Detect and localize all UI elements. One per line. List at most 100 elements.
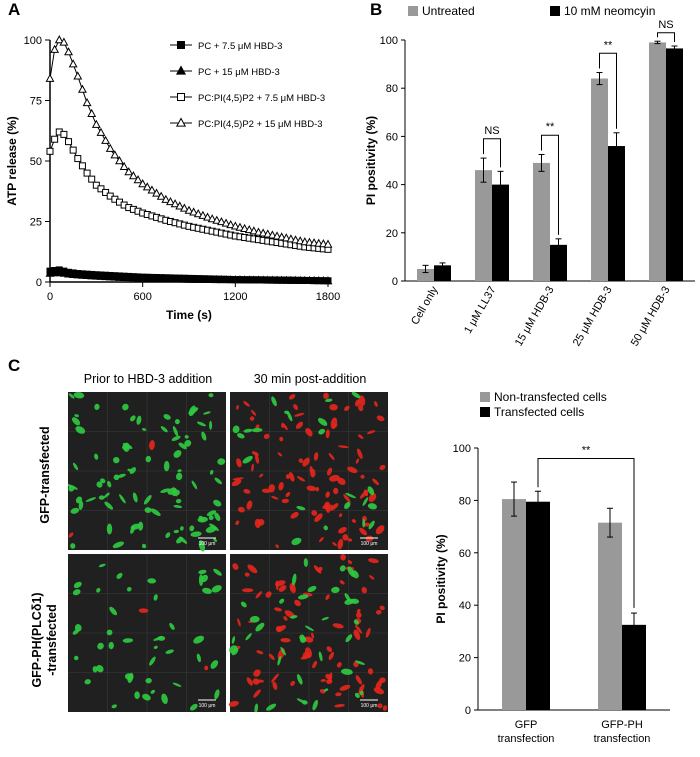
cell (292, 573, 297, 586)
cell (337, 538, 344, 550)
cell (368, 520, 375, 530)
data-point (216, 217, 226, 226)
bar (475, 170, 492, 281)
cell (339, 684, 351, 691)
cell (71, 417, 81, 426)
data-point (281, 233, 291, 242)
cell (249, 615, 260, 623)
cell (211, 585, 222, 593)
cell (240, 601, 247, 608)
cell (241, 588, 254, 593)
cell (103, 492, 110, 498)
cell (339, 580, 345, 585)
cell (117, 473, 126, 478)
cell (315, 486, 320, 492)
cell (172, 426, 179, 437)
cell (261, 488, 271, 493)
significance-label: ** (546, 121, 555, 133)
cell (355, 458, 360, 464)
panel-letter-b: B (370, 0, 383, 19)
cell (382, 705, 388, 711)
cell (68, 532, 74, 538)
data-point (323, 276, 333, 285)
data-point (128, 171, 138, 180)
cell (379, 605, 385, 611)
cell (108, 641, 114, 650)
cell (98, 563, 106, 568)
cell (362, 518, 366, 528)
data-point (74, 155, 82, 163)
significance-bracket (657, 32, 675, 43)
cell (344, 598, 355, 605)
cell (358, 684, 365, 695)
cell (173, 450, 182, 458)
cell (78, 500, 84, 510)
cell (243, 428, 253, 433)
cell (355, 624, 363, 634)
cell (334, 423, 338, 428)
cell (360, 474, 365, 479)
data-point (119, 161, 129, 171)
cell (172, 682, 182, 687)
cell (280, 638, 291, 643)
legend-marker (175, 117, 187, 127)
cell (345, 634, 353, 643)
data-point (69, 146, 77, 154)
data-point (152, 188, 162, 197)
cell (326, 646, 333, 653)
y-tick-label: 80 (386, 83, 398, 95)
data-point (88, 175, 96, 183)
series-line (49, 131, 329, 250)
cell (372, 478, 380, 486)
cell (153, 594, 158, 601)
cell (275, 544, 279, 549)
cell (153, 645, 158, 649)
cell (96, 664, 104, 673)
cell (303, 558, 308, 567)
cell (184, 435, 189, 439)
cell (296, 674, 303, 685)
cell (335, 692, 342, 697)
cell (94, 403, 100, 410)
significance-label: NS (658, 19, 673, 31)
cell (263, 433, 270, 440)
cell (375, 680, 382, 690)
cell (210, 660, 219, 669)
cell (72, 589, 81, 596)
data-point (272, 231, 282, 240)
data-point (45, 73, 55, 82)
cell (278, 585, 287, 592)
cell (257, 519, 265, 526)
cell (145, 455, 152, 463)
data-point (184, 205, 194, 214)
cell (354, 692, 360, 699)
data-point (133, 175, 143, 184)
cell (173, 504, 183, 509)
cell (325, 594, 330, 600)
legend-swatch (480, 407, 490, 417)
cell (163, 414, 171, 420)
cell (351, 392, 361, 399)
cell (277, 452, 283, 457)
data-point (92, 181, 100, 189)
cell (351, 519, 356, 523)
cell (317, 417, 328, 426)
data-point (78, 162, 86, 170)
cell (143, 494, 152, 505)
cell (310, 468, 316, 478)
y-axis-label: PI positivity (%) (434, 534, 448, 623)
cell (163, 460, 170, 472)
cell (165, 649, 174, 654)
cell (107, 480, 112, 488)
cell (196, 421, 206, 427)
cell (150, 508, 161, 516)
cell (358, 395, 366, 406)
micrograph-gfp-prior: 100 μm (68, 392, 226, 552)
cell (279, 598, 285, 604)
cell (203, 411, 211, 415)
data-point (115, 156, 124, 165)
cell (367, 668, 374, 675)
cell (274, 607, 283, 612)
cell (272, 681, 278, 690)
cell (328, 651, 335, 660)
